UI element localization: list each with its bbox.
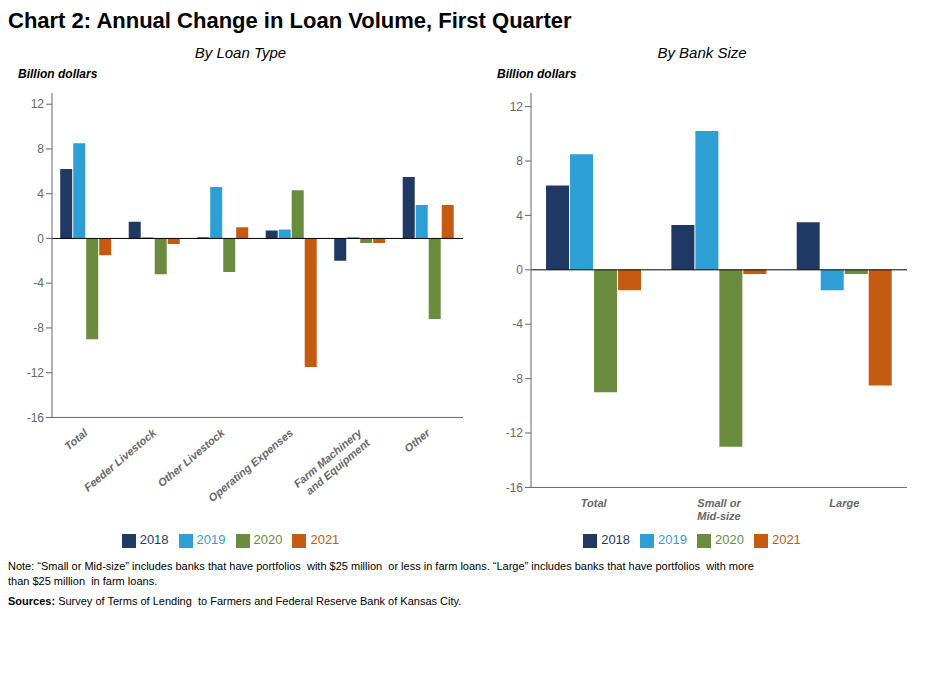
svg-text:-12: -12: [27, 366, 45, 380]
svg-text:8: 8: [37, 142, 44, 156]
html-text:By Bank Size: By Bank Size: [657, 44, 747, 61]
svg-text:Operating Expenses: Operating Expenses: [206, 426, 295, 504]
svg-text:Feeder Livestock: Feeder Livestock: [82, 426, 159, 494]
html-text:Billion dollars: Billion dollars: [18, 67, 98, 81]
html-text:By Loan Type: By Loan Type: [194, 44, 287, 61]
svg-text:0: 0: [516, 263, 523, 277]
svg-text:Large: Large: [829, 497, 859, 509]
svg-text:4: 4: [516, 209, 523, 223]
svg-text:Farm Machineryand Equipment: Farm Machineryand Equipment: [291, 426, 373, 500]
html-text:2021: 2021: [310, 532, 340, 548]
html-text:2019: 2019: [658, 532, 687, 548]
svg-text:-8: -8: [512, 372, 523, 386]
svg-text:Other Livestock: Other Livestock: [155, 426, 227, 489]
svg-text:Small orMid-size: Small orMid-size: [697, 497, 741, 522]
html-text:Billion dollars: Billion dollars: [497, 67, 577, 81]
svg-text:Total: Total: [581, 497, 608, 509]
svg-text:-12: -12: [506, 426, 524, 440]
html-text:2018: 2018: [139, 532, 169, 548]
svg-text:Total: Total: [62, 426, 90, 452]
svg-text:-4: -4: [512, 317, 523, 331]
html-text:Chart 2: Annual Change in Loan: Chart 2: Annual Change in Loan Volume, F…: [8, 8, 572, 33]
svg-text:-4: -4: [33, 276, 44, 290]
html-text:2019: 2019: [196, 532, 226, 548]
svg-text:Other: Other: [402, 426, 433, 455]
html-text:2021: 2021: [771, 532, 801, 548]
svg-text:4: 4: [37, 187, 44, 201]
html-text:2020: 2020: [253, 532, 283, 548]
svg-text:0: 0: [37, 232, 44, 246]
html-text:2018: 2018: [601, 532, 631, 548]
html-text:Sources: Survey of Terms of Le: Sources: Survey of Terms of Lending to F…: [8, 594, 462, 607]
svg-text:-16: -16: [27, 411, 45, 425]
html-text:Note: “Small or Mid-size” incl: Note: “Small or Mid-size” includes banks…: [8, 560, 754, 587]
html-text:2020: 2020: [715, 532, 744, 548]
svg-text:8: 8: [516, 154, 523, 168]
svg-text:12: 12: [31, 97, 45, 111]
svg-text:-16: -16: [506, 481, 524, 495]
svg-text:12: 12: [510, 100, 524, 114]
svg-text:-8: -8: [33, 321, 44, 335]
